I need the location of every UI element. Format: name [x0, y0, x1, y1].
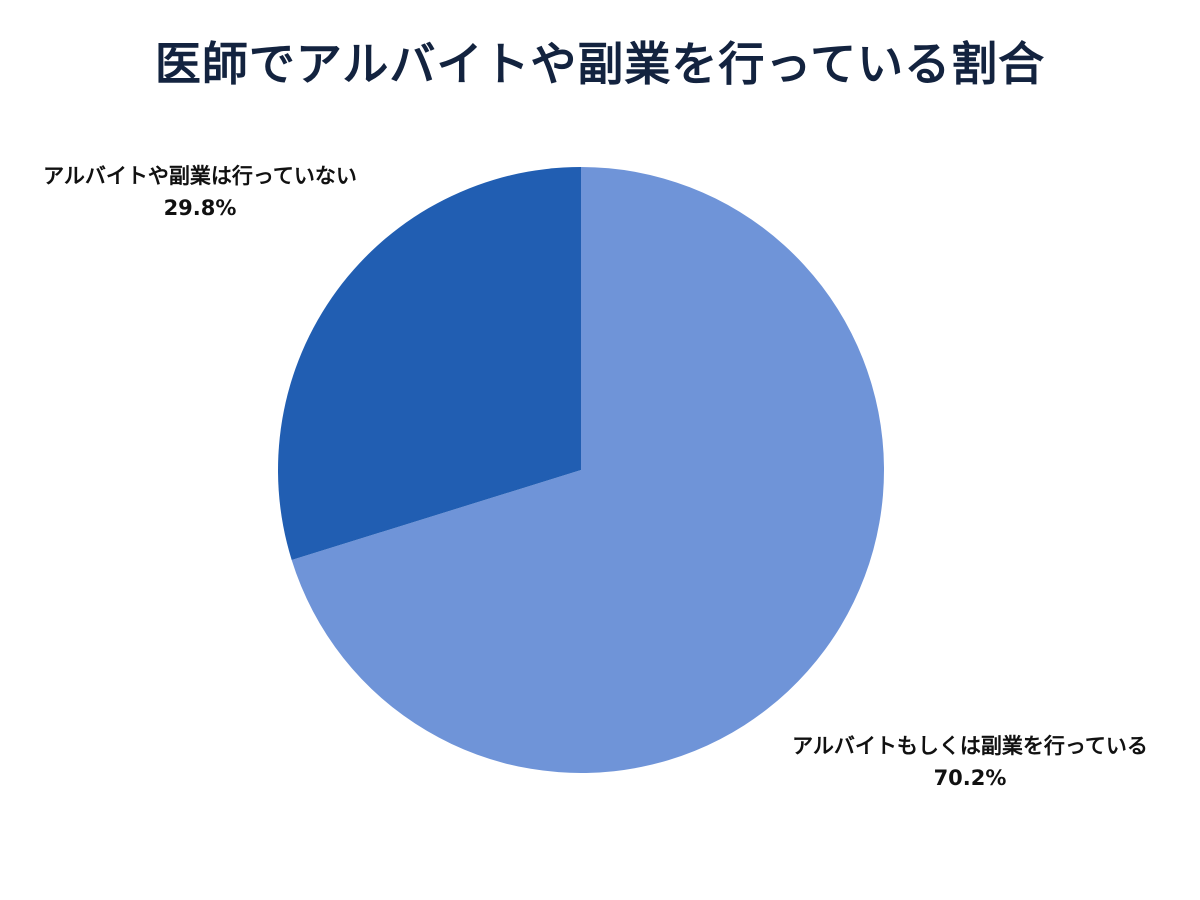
data-label-not-doing: アルバイトや副業は行っていない 29.8%: [0, 160, 400, 224]
data-label-doing-value: 70.2%: [933, 766, 1007, 790]
pie-slice-doing-side-job: [291, 166, 885, 773]
chart-title: 医師でアルバイトや副業を行っている割合: [154, 37, 1046, 91]
data-label-not-doing-value: 29.8%: [163, 196, 237, 220]
data-label-doing-name: アルバイトもしくは副業を行っている: [792, 734, 1148, 758]
data-label-not-doing-name: アルバイトや副業は行っていない: [43, 164, 357, 188]
pie-slice-not-doing-side-job: [278, 167, 581, 560]
data-label-doing: アルバイトもしくは副業を行っている 70.2%: [740, 730, 1200, 794]
